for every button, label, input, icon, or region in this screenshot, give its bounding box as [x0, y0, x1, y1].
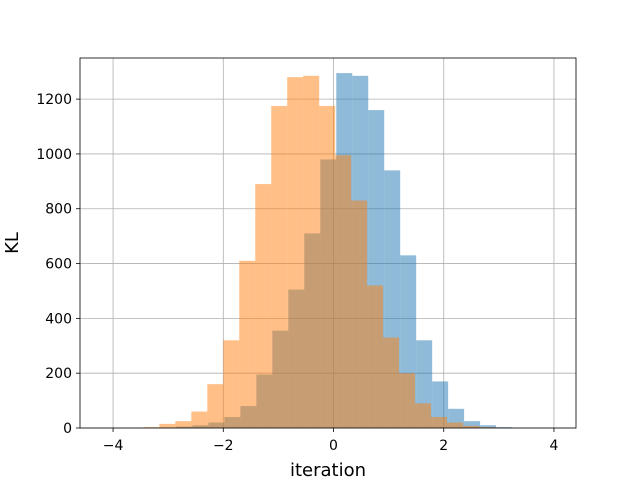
histogram-bar-series-2 [255, 184, 272, 428]
histogram-bar-series-2 [287, 77, 304, 429]
y-tick-label: 1000 [36, 147, 72, 163]
histogram-bars [143, 73, 513, 429]
histogram-bar-series-2 [447, 422, 464, 428]
y-tick-label: 200 [45, 366, 72, 382]
histogram-bar-series-2 [271, 105, 288, 429]
y-axis-label: KL [2, 232, 23, 254]
histogram-bar-series-2 [207, 384, 224, 428]
histogram-bar-series-2 [303, 75, 320, 428]
histogram-bar-series-2 [223, 340, 240, 428]
x-tick-label: −4 [103, 438, 124, 454]
x-tick-label: 2 [439, 438, 448, 454]
histogram-bar-series-2 [335, 155, 352, 428]
x-tick-label: 0 [329, 438, 338, 454]
x-tick-label: 4 [549, 438, 558, 454]
x-tick-label: −2 [213, 438, 234, 454]
histogram-bar-series-2 [319, 105, 336, 429]
histogram-bar-series-1 [432, 381, 449, 428]
y-tick-label: 800 [45, 202, 72, 218]
axis-ticks: −4 −2 0 2 4 0 200 400 600 800 1000 1200 [36, 92, 558, 454]
histogram-bar-series-2 [431, 417, 448, 428]
y-tick-label: 600 [45, 257, 72, 273]
plot-frame [79, 57, 577, 429]
histogram-bar-series-2 [175, 421, 192, 428]
histogram-bar-series-2 [415, 403, 432, 428]
y-tick-label: 1200 [36, 92, 72, 108]
histogram-bar-series-2 [191, 411, 208, 428]
histogram-bar-series-1 [464, 421, 481, 428]
histogram-bar-series-2 [367, 285, 384, 428]
x-axis-label: iteration [290, 460, 366, 480]
histogram-bar-series-2 [239, 260, 256, 428]
histogram-bar-series-1 [480, 425, 497, 428]
histogram-bar-series-2 [463, 425, 480, 428]
histogram-bar-series-1 [496, 427, 513, 428]
y-tick-label: 400 [45, 311, 72, 327]
histogram-bar-series-2 [479, 427, 495, 428]
histogram-bar-series-2 [383, 337, 400, 428]
histogram-bar-series-2 [351, 200, 368, 428]
histogram-bar-series-2 [143, 427, 160, 428]
histogram-bar-series-2 [159, 423, 176, 428]
y-tick-label: 0 [63, 421, 72, 437]
histogram-bar-series-2 [399, 373, 416, 428]
